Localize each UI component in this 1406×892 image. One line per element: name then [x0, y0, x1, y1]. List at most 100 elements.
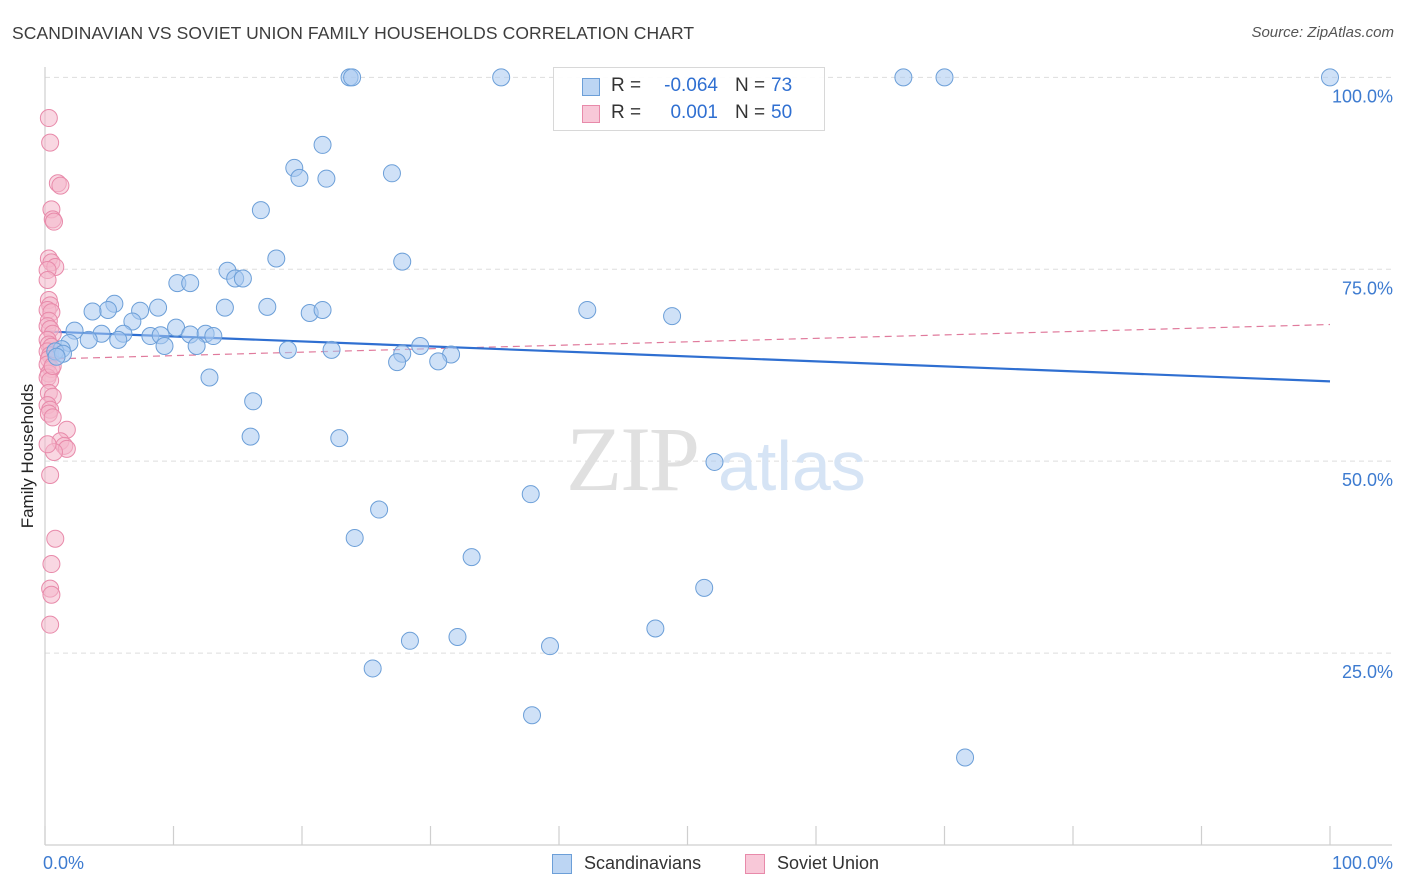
point-scandinavians	[492, 68, 511, 87]
point-scandinavians	[258, 297, 277, 316]
point-scandinavians	[215, 298, 234, 317]
point-scandinavians	[370, 500, 389, 519]
watermark-atlas: atlas	[718, 427, 866, 505]
n-label: N =	[735, 102, 766, 123]
point-scandinavians	[343, 68, 362, 87]
point-soviet-union	[41, 465, 60, 484]
blue-swatch	[552, 854, 572, 874]
point-scandinavians	[149, 298, 168, 317]
point-scandinavians	[98, 300, 117, 319]
y-tick-label: 25.0%	[1342, 662, 1393, 682]
trend-line-soviet-union	[44, 323, 1331, 360]
n-value: 73	[771, 75, 793, 96]
point-scandinavians	[448, 627, 467, 646]
point-scandinavians	[278, 340, 297, 359]
point-scandinavians	[181, 274, 200, 293]
point-scandinavians	[109, 330, 128, 349]
point-scandinavians	[429, 352, 448, 371]
point-scandinavians	[290, 168, 309, 187]
point-scandinavians	[400, 631, 419, 650]
watermark-zip: ZIP	[566, 408, 698, 510]
point-scandinavians	[393, 252, 412, 271]
point-scandinavians	[388, 353, 407, 372]
point-scandinavians	[521, 485, 540, 504]
point-soviet-union	[42, 585, 61, 604]
axes	[44, 67, 1392, 846]
point-soviet-union	[41, 615, 60, 634]
point-scandinavians	[123, 312, 142, 331]
r-label: R =	[611, 102, 642, 123]
blue-swatch	[582, 78, 600, 96]
point-scandinavians	[317, 169, 336, 188]
point-scandinavians	[345, 528, 364, 547]
point-scandinavians	[83, 302, 102, 321]
point-scandinavians	[79, 330, 98, 349]
point-soviet-union	[43, 408, 62, 427]
pink-swatch	[745, 854, 765, 874]
point-soviet-union	[38, 435, 57, 454]
point-scandinavians	[646, 619, 665, 638]
y-tick-label: 50.0%	[1342, 470, 1393, 490]
point-scandinavians	[541, 637, 560, 656]
point-scandinavians	[233, 269, 252, 288]
y-axis-label: Family Households	[18, 383, 37, 529]
legend-label: Soviet Union	[777, 853, 880, 873]
stats-row-scandinavians: R = -0.064 N = 73	[554, 75, 824, 101]
point-scandinavians	[663, 307, 682, 326]
r-value: -0.064	[664, 75, 718, 96]
scandinavians-points	[46, 68, 1339, 767]
trend-lines	[44, 323, 1331, 383]
y-tick-label: 75.0%	[1342, 278, 1393, 298]
r-value: 0.001	[670, 102, 718, 123]
grid-lines	[45, 76, 1392, 654]
point-scandinavians	[187, 337, 206, 356]
stats-row-soviet-union: R = 0.001 N = 50	[554, 102, 824, 128]
point-soviet-union	[41, 133, 60, 152]
point-soviet-union	[46, 529, 65, 548]
chart-title: SCANDINAVIAN VS SOVIET UNION FAMILY HOUS…	[12, 23, 695, 43]
point-scandinavians	[935, 68, 954, 87]
legend-label: Scandinavians	[584, 853, 702, 873]
n-value: 50	[771, 102, 793, 123]
point-scandinavians	[462, 548, 481, 567]
point-scandinavians	[363, 659, 382, 678]
point-scandinavians	[956, 748, 975, 767]
point-scandinavians	[578, 300, 597, 319]
point-scandinavians	[267, 249, 286, 268]
point-scandinavians	[523, 706, 542, 725]
n-label: N =	[735, 75, 766, 96]
point-soviet-union	[39, 109, 58, 128]
point-scandinavians	[382, 164, 401, 183]
point-soviet-union	[38, 271, 57, 290]
point-soviet-union	[42, 555, 61, 574]
point-scandinavians	[200, 368, 219, 387]
trend-line-scandinavians	[44, 330, 1331, 383]
source-label: Source: ZipAtlas.com	[1251, 24, 1394, 41]
pink-swatch	[582, 105, 600, 123]
point-scandinavians	[695, 578, 714, 597]
x-tick-label: 0.0%	[43, 853, 84, 873]
point-scandinavians	[894, 68, 913, 87]
point-scandinavians	[322, 340, 341, 359]
y-tick-label: 100.0%	[1332, 86, 1393, 106]
stats-box: R = -0.064 N = 73 R = 0.001 N = 50	[553, 67, 825, 131]
point-scandinavians	[313, 135, 332, 154]
r-label: R =	[611, 75, 642, 96]
point-scandinavians	[204, 327, 223, 346]
point-soviet-union	[51, 176, 70, 195]
point-scandinavians	[330, 429, 349, 448]
x-tick-label: 100.0%	[1332, 853, 1393, 873]
tick-labels: 100.0% 75.0% 50.0% 25.0% 0.0% 100.0%	[43, 86, 1393, 873]
point-scandinavians	[1321, 68, 1339, 87]
watermark: ZIP atlas	[566, 408, 866, 510]
point-scandinavians	[241, 427, 260, 446]
point-scandinavians	[313, 300, 332, 319]
point-soviet-union	[44, 212, 63, 231]
point-scandinavians	[251, 201, 270, 220]
point-scandinavians	[411, 337, 430, 356]
point-scandinavians	[155, 337, 174, 356]
point-scandinavians	[705, 452, 724, 471]
point-scandinavians	[47, 347, 66, 366]
soviet-union-points	[38, 109, 76, 634]
